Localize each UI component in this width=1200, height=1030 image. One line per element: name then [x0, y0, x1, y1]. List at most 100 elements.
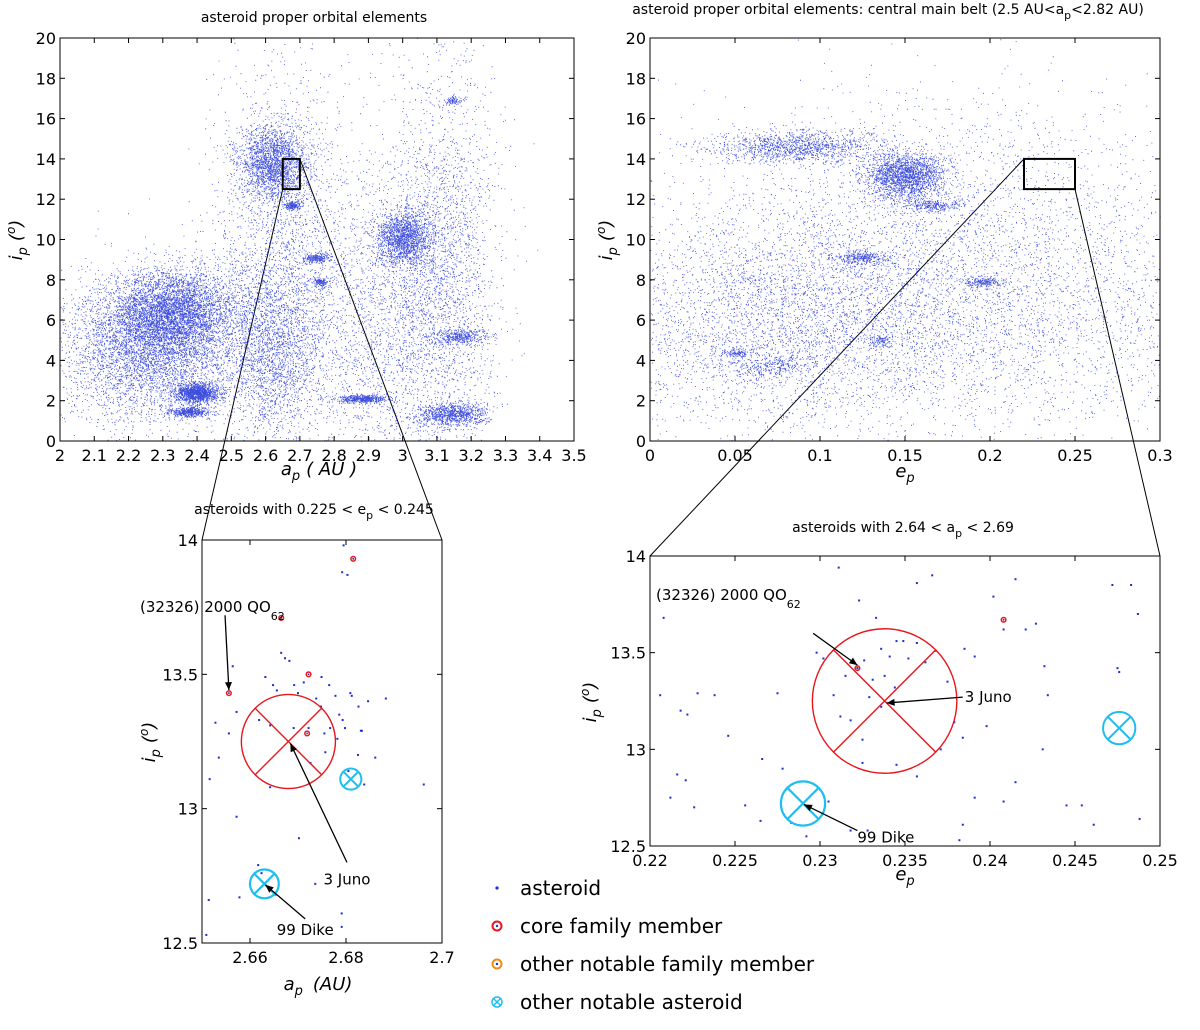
- dike-marker-cross: [253, 872, 276, 895]
- asteroid-dot: [776, 692, 779, 695]
- asteroid-dot: [931, 574, 934, 577]
- asteroid-dot: [260, 872, 263, 875]
- asteroid-dot: [329, 727, 332, 730]
- dike-label: 99 Dike: [857, 829, 914, 847]
- y-tick-label: 12: [626, 190, 646, 209]
- asteroid-dot: [280, 651, 283, 654]
- asteroid-dot: [205, 933, 208, 936]
- zoom-connectors: [201, 158, 1161, 557]
- asteroid-dot: [759, 819, 762, 822]
- asteroid-dot: [888, 655, 891, 658]
- asteroid-dot: [315, 697, 318, 700]
- asteroid-dot: [292, 727, 295, 730]
- panel-c-ticks: 2.66 2.68 2.7 12.5 13 13.5 14: [162, 531, 454, 967]
- asteroid-dot: [985, 725, 988, 728]
- asteroid-dot: [861, 738, 864, 741]
- asteroid-dot: [822, 657, 825, 660]
- asteroid-dot: [338, 713, 341, 716]
- legend-item-notable-family: other notable family member: [491, 952, 815, 976]
- asteroid-dot: [946, 680, 949, 683]
- asteroid-dot: [1116, 667, 1119, 670]
- notable-asteroid-marker: [339, 767, 363, 791]
- y-tick-label: 14: [626, 150, 646, 169]
- asteroid-dot: [1136, 613, 1139, 615]
- asteroid-dot: [1080, 804, 1083, 807]
- asteroid-dot: [1024, 628, 1027, 631]
- notable-asteroid-marker-cross: [1107, 715, 1132, 741]
- dike-marker: [779, 780, 827, 827]
- asteroid-dot: [324, 751, 327, 754]
- asteroid-dot: [341, 571, 344, 574]
- core-family-member: [350, 555, 357, 562]
- asteroid-dot: [275, 689, 278, 692]
- ring-center-dot: [495, 924, 499, 928]
- x-tick-label: 3.4: [527, 446, 552, 465]
- x-tick-label: 0.245: [1052, 851, 1098, 870]
- asteroid-dot: [669, 796, 672, 799]
- x-tick-label: 0.235: [882, 851, 928, 870]
- panel-a-vs-i: asteroid proper orbital elements 2 2.1 2.2…: [4, 10, 587, 484]
- asteroid-dot: [334, 694, 337, 697]
- asteroid-dot: [893, 686, 896, 689]
- asteroid-dot: [302, 681, 305, 684]
- core-family-member: [305, 671, 312, 678]
- panel-a-xlabel: ap( AU ): [281, 459, 357, 484]
- asteroid-dot: [727, 734, 730, 737]
- y-tick-label: 13: [626, 740, 646, 759]
- x-tick-label: 0.05: [717, 446, 753, 465]
- legend-label: other notable family member: [520, 952, 815, 976]
- asteroid-dot: [1014, 781, 1017, 784]
- asteroid-dot: [1002, 628, 1005, 631]
- annotation-arrow-head: [265, 884, 274, 893]
- panel-a-title: asteroid proper orbital elements: [201, 10, 427, 26]
- asteroid-dot: [360, 729, 363, 732]
- x-tick-label: 0: [645, 446, 655, 465]
- asteroid-dot: [915, 582, 918, 585]
- notable-asteroid-marker: [1102, 710, 1137, 746]
- asteroid-dot: [238, 896, 241, 899]
- x-tick-label: 3.2: [458, 446, 483, 465]
- juno-marker-cross: [833, 649, 937, 753]
- asteroid-dot: [866, 829, 869, 832]
- juno-marker-cross: [254, 707, 323, 776]
- legend-label: other notable asteroid: [520, 990, 743, 1014]
- y-tick-label: 14: [178, 531, 198, 550]
- panel-c-frame: [201, 539, 443, 944]
- asteroid-dot: [208, 778, 211, 781]
- y-tick-label: 2: [46, 392, 56, 411]
- asteroid-dot: [342, 544, 345, 547]
- asteroid-dot: [320, 676, 323, 679]
- y-tick-label: 16: [36, 110, 56, 129]
- asteroid-dot: [844, 674, 847, 677]
- x-tick-label: 3.3: [493, 446, 518, 465]
- asteroid-dot: [662, 616, 665, 619]
- asteroid-dot: [297, 837, 300, 840]
- asteroid-dot: [1046, 694, 1049, 697]
- x-tick-label: 0.25: [1057, 446, 1093, 465]
- asteroid-dot: [883, 674, 886, 677]
- asteroid-dot: [992, 595, 995, 598]
- asteroid-dot: [973, 655, 976, 658]
- asteroid-dot: [357, 705, 360, 708]
- asteroid-dot: [284, 657, 287, 660]
- asteroid-dot: [1034, 622, 1037, 625]
- asteroid-dot: [269, 724, 272, 727]
- asteroid-dot: [228, 692, 230, 694]
- annotation-arrow-line: [886, 696, 963, 704]
- panel-d-ylabel: ip(o): [578, 682, 605, 723]
- x-tick-label: 0.15: [887, 446, 923, 465]
- asteroid-dot: [214, 721, 217, 724]
- asteroid-dot: [973, 796, 976, 799]
- asteroid-dot: [696, 692, 699, 695]
- asteroid-dot: [761, 758, 764, 760]
- asteroid-dot: [861, 761, 864, 764]
- y-tick-label: 8: [46, 271, 56, 290]
- y-tick-label: 4: [46, 351, 56, 370]
- y-tick-label: 13.5: [162, 665, 198, 684]
- core-family-member: [225, 690, 232, 697]
- asteroid-dot: [264, 676, 267, 679]
- asteroid-dot: [231, 665, 234, 668]
- panel-b-scatter: [650, 39, 1161, 442]
- crossed-ring-icon: [491, 996, 503, 1008]
- asteroid-dot: [875, 616, 878, 619]
